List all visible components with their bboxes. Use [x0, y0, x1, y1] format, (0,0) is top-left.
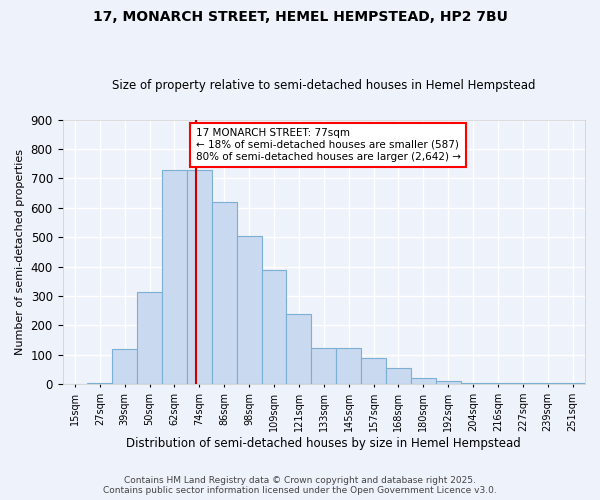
Bar — [485, 383, 511, 384]
Bar — [112, 349, 137, 384]
Text: 17, MONARCH STREET, HEMEL HEMPSTEAD, HP2 7BU: 17, MONARCH STREET, HEMEL HEMPSTEAD, HP2… — [92, 10, 508, 24]
X-axis label: Distribution of semi-detached houses by size in Hemel Hempstead: Distribution of semi-detached houses by … — [127, 437, 521, 450]
Bar — [436, 382, 461, 384]
Bar — [361, 358, 386, 384]
Bar — [511, 383, 535, 384]
Text: Contains HM Land Registry data © Crown copyright and database right 2025.
Contai: Contains HM Land Registry data © Crown c… — [103, 476, 497, 495]
Title: Size of property relative to semi-detached houses in Hemel Hempstead: Size of property relative to semi-detach… — [112, 79, 536, 92]
Bar — [311, 348, 336, 385]
Bar — [236, 236, 262, 384]
Bar — [162, 170, 187, 384]
Bar — [187, 170, 212, 384]
Bar — [461, 383, 485, 384]
Y-axis label: Number of semi-detached properties: Number of semi-detached properties — [15, 149, 25, 355]
Bar — [336, 348, 361, 385]
Bar — [88, 383, 112, 384]
Bar — [535, 383, 560, 384]
Bar — [286, 314, 311, 384]
Bar — [560, 383, 585, 384]
Bar — [137, 292, 162, 384]
Bar — [262, 270, 286, 384]
Bar — [411, 378, 436, 384]
Text: 17 MONARCH STREET: 77sqm
← 18% of semi-detached houses are smaller (587)
80% of : 17 MONARCH STREET: 77sqm ← 18% of semi-d… — [196, 128, 461, 162]
Bar — [212, 202, 236, 384]
Bar — [386, 368, 411, 384]
